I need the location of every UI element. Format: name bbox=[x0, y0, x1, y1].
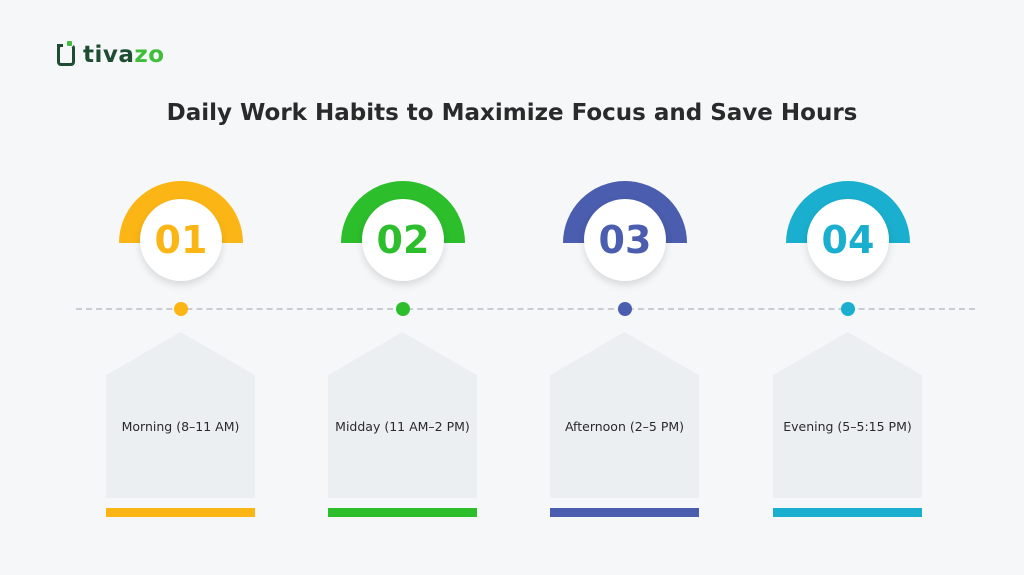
timeline-dot bbox=[841, 302, 855, 316]
step-label: Midday (11 AM–2 PM) bbox=[335, 418, 470, 434]
step-4: 04 Evening (5–5:15 PM) bbox=[768, 0, 928, 575]
step-card: Midday (11 AM–2 PM) bbox=[328, 332, 477, 498]
page-title: Daily Work Habits to Maximize Focus and … bbox=[166, 100, 858, 126]
step-1: 01 Morning (8–11 AM) bbox=[101, 0, 261, 575]
step-number: 02 bbox=[362, 199, 444, 281]
step-label: Afternoon (2–5 PM) bbox=[564, 418, 685, 434]
timeline-dot bbox=[618, 302, 632, 316]
timeline-dot bbox=[396, 302, 410, 316]
step-bar bbox=[106, 508, 255, 517]
step-label: Evening (5–5:15 PM) bbox=[783, 418, 912, 434]
step-label: Morning (8–11 AM) bbox=[121, 418, 240, 434]
step-card: Morning (8–11 AM) bbox=[106, 332, 255, 498]
logo-text: tivazo bbox=[83, 42, 165, 68]
step-3: 03 Afternoon (2–5 PM) bbox=[545, 0, 705, 575]
step-bar bbox=[773, 508, 922, 517]
step-number: 01 bbox=[140, 199, 222, 281]
logo: tivazo bbox=[57, 41, 165, 68]
step-2: 02 Midday (11 AM–2 PM) bbox=[323, 0, 483, 575]
step-card: Afternoon (2–5 PM) bbox=[550, 332, 699, 498]
logo-icon bbox=[57, 41, 75, 66]
step-bar bbox=[328, 508, 477, 517]
timeline-dashed-line bbox=[76, 308, 975, 310]
step-number: 04 bbox=[807, 199, 889, 281]
step-number: 03 bbox=[584, 199, 666, 281]
timeline-dot bbox=[174, 302, 188, 316]
step-bar bbox=[550, 508, 699, 517]
step-card: Evening (5–5:15 PM) bbox=[773, 332, 922, 498]
